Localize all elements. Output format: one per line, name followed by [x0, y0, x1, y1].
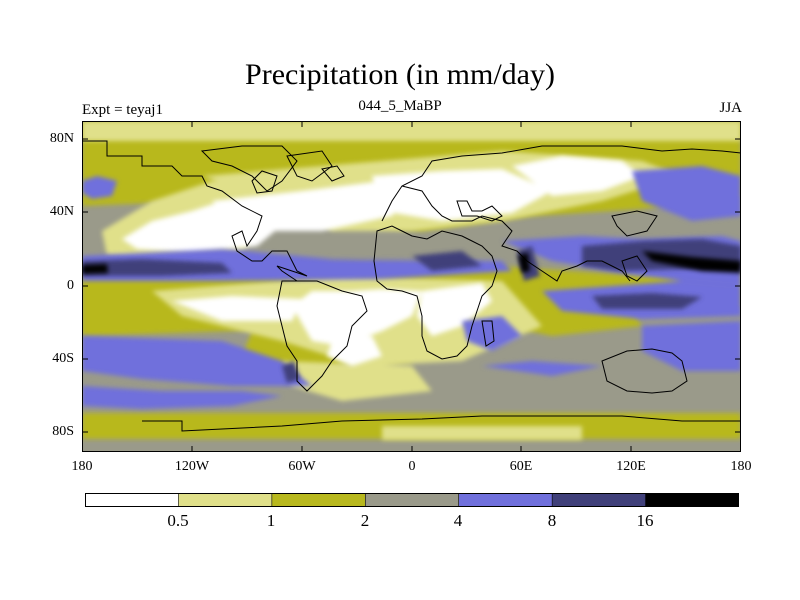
precipitation-map	[82, 121, 741, 452]
experiment-label: Expt = teyaj1	[82, 102, 163, 118]
lat-tick-40s: 40S	[52, 351, 74, 366]
precipitation-field	[82, 121, 741, 452]
lat-tick-40n: 40N	[49, 204, 74, 219]
colorbar-label-0-5: 0.5	[167, 511, 189, 530]
colorbar-swatch-5	[551, 493, 647, 507]
lon-tick-0: 0	[408, 459, 416, 474]
axis-ticks	[82, 121, 741, 452]
colorbar-label-8: 8	[547, 511, 557, 530]
lon-tick-60w: 60W	[288, 459, 316, 474]
colorbar-swatch-2	[271, 493, 367, 507]
map-title: Precipitation (in mm/day)	[245, 58, 555, 91]
coastline-outlines	[82, 140, 741, 432]
lat-tick-80s: 80S	[52, 424, 74, 439]
season-label: JJA	[719, 100, 742, 116]
lat-tick-80n: 80N	[49, 131, 74, 146]
lon-tick-120w: 120W	[174, 459, 210, 474]
lon-tick-180w: 180	[71, 459, 93, 474]
colorbar-swatch-6	[645, 493, 739, 507]
colorbar-label-4: 4	[453, 511, 463, 530]
lon-tick-180e: 180	[730, 459, 752, 474]
period-label: 044_5_MaBP	[358, 98, 442, 114]
colorbar-swatch-3	[364, 493, 460, 507]
colorbar-label-2: 2	[360, 511, 370, 530]
colorbar-swatch-4	[458, 493, 553, 507]
colorbar-swatch-1	[178, 493, 273, 507]
map-canvas	[82, 121, 741, 452]
lat-tick-0: 0	[67, 278, 74, 293]
colorbar-label-16: 16	[636, 511, 654, 530]
colorbar-swatch-0	[85, 493, 180, 507]
lon-tick-60e: 60E	[509, 459, 533, 474]
colorbar	[85, 493, 739, 507]
lon-tick-120e: 120E	[616, 459, 646, 474]
colorbar-label-1: 1	[266, 511, 276, 530]
